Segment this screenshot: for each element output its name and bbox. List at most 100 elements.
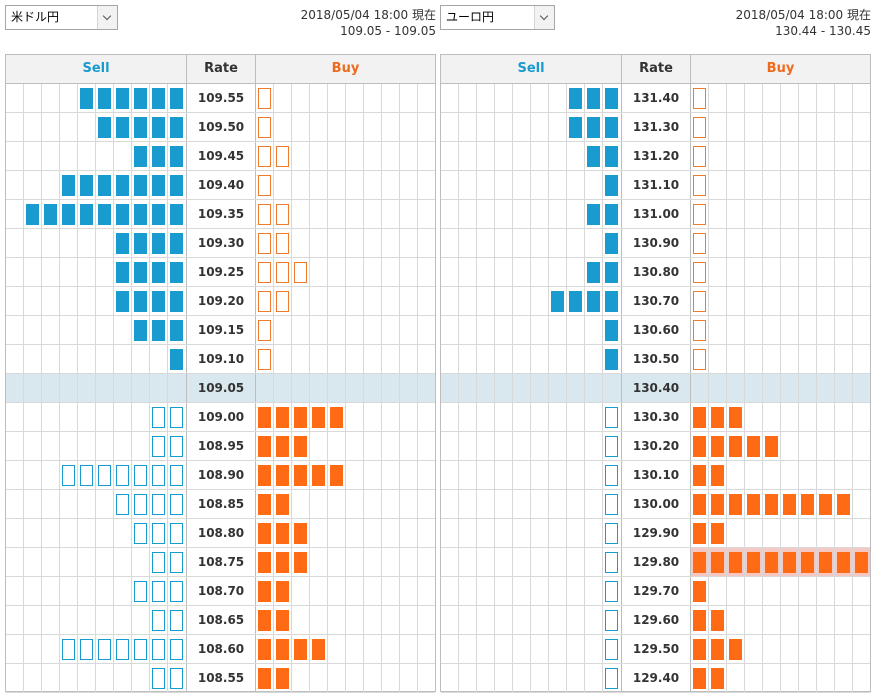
grid-cell <box>60 635 78 663</box>
grid-cell <box>400 287 418 315</box>
grid-cell <box>382 577 400 605</box>
buy-order-block <box>258 233 271 254</box>
grid-cell <box>835 171 853 199</box>
buy-order-block <box>711 552 724 573</box>
grid-cell <box>418 461 436 489</box>
grid-cell <box>42 606 60 634</box>
grid-cell <box>346 113 364 141</box>
grid-cell <box>691 345 709 373</box>
sell-order-block <box>587 117 600 138</box>
grid-cell <box>96 403 114 431</box>
grid-cell <box>24 171 42 199</box>
grid-cell <box>495 229 513 257</box>
buy-order-block <box>801 494 814 515</box>
grid-cell <box>42 490 60 518</box>
currency-pair-select[interactable]: 米ドル円 <box>5 5 118 30</box>
grid-cell <box>418 200 436 228</box>
rate-value: 130.10 <box>621 461 691 489</box>
buy-order-block <box>294 465 307 486</box>
sell-order-block <box>98 465 111 486</box>
grid-cell <box>799 461 817 489</box>
grid-cell <box>256 635 274 663</box>
grid-cell <box>763 171 781 199</box>
grid-cell <box>346 229 364 257</box>
grid-cell <box>835 432 853 460</box>
sell-order-block <box>605 204 618 225</box>
rate-value: 130.40 <box>621 374 691 402</box>
grid-cell <box>835 548 853 576</box>
rate-value: 129.80 <box>621 548 691 576</box>
grid-cell <box>60 171 78 199</box>
grid-cell <box>382 606 400 634</box>
chevron-down-icon[interactable] <box>534 6 554 29</box>
grid-cell <box>835 519 853 547</box>
grid-cell <box>346 403 364 431</box>
chevron-down-icon[interactable] <box>97 6 117 29</box>
grid-cell <box>745 577 763 605</box>
grid-cell <box>328 664 346 692</box>
grid-cell <box>328 635 346 663</box>
grid-cell <box>745 664 763 692</box>
grid-cell <box>364 606 382 634</box>
grid-cell <box>346 142 364 170</box>
grid-cell <box>274 432 292 460</box>
table-header-row: Sell Rate Buy <box>441 55 870 84</box>
grid-cell <box>441 664 459 692</box>
rate-value: 131.40 <box>621 84 691 112</box>
buy-order-block <box>837 552 850 573</box>
grid-cell <box>781 606 799 634</box>
grid-cell <box>585 461 603 489</box>
grid-cell <box>549 664 567 692</box>
grid-cell <box>691 519 709 547</box>
grid-cell <box>531 84 549 112</box>
buy-order-block <box>711 668 724 689</box>
grid-cell <box>709 577 727 605</box>
grid-cell <box>727 577 745 605</box>
rate-value: 109.05 <box>186 374 256 402</box>
grid-cell <box>477 432 495 460</box>
grid-cell <box>310 142 328 170</box>
table-row: 109.00 <box>6 403 435 432</box>
grid-cell <box>727 519 745 547</box>
grid-cell <box>42 548 60 576</box>
grid-cell <box>835 229 853 257</box>
grid-cell <box>418 374 436 402</box>
grid-cell <box>328 374 346 402</box>
grid-cell <box>292 345 310 373</box>
grid-cell <box>310 490 328 518</box>
grid-cell <box>817 84 835 112</box>
rate-value: 109.50 <box>186 113 256 141</box>
rate-value: 108.60 <box>186 635 256 663</box>
grid-cell <box>727 142 745 170</box>
grid-cell <box>150 664 168 692</box>
grid-cell <box>745 316 763 344</box>
table-row: 108.85 <box>6 490 435 519</box>
grid-cell <box>24 432 42 460</box>
grid-cell <box>691 606 709 634</box>
grid-cell <box>96 171 114 199</box>
grid-cell <box>168 374 186 402</box>
grid-cell <box>382 548 400 576</box>
grid-cell <box>6 432 24 460</box>
sell-order-block <box>170 291 183 312</box>
grid-cell <box>477 113 495 141</box>
grid-cell <box>763 548 781 576</box>
grid-cell <box>691 84 709 112</box>
grid-cell <box>132 84 150 112</box>
rate-value: 109.55 <box>186 84 256 112</box>
rate-value: 108.95 <box>186 432 256 460</box>
sell-order-block <box>587 291 600 312</box>
grid-cell <box>477 200 495 228</box>
buy-order-block <box>258 291 271 312</box>
grid-cell <box>477 490 495 518</box>
sell-order-block <box>170 610 183 631</box>
grid-cell <box>364 432 382 460</box>
grid-cell <box>310 577 328 605</box>
current-rate-row: 109.05 <box>6 374 435 403</box>
grid-cell <box>274 548 292 576</box>
currency-pair-select[interactable]: ユーロ円 <box>440 5 555 30</box>
sell-order-block <box>170 523 183 544</box>
grid-cell <box>418 403 436 431</box>
grid-cell <box>364 171 382 199</box>
grid-cell <box>549 142 567 170</box>
